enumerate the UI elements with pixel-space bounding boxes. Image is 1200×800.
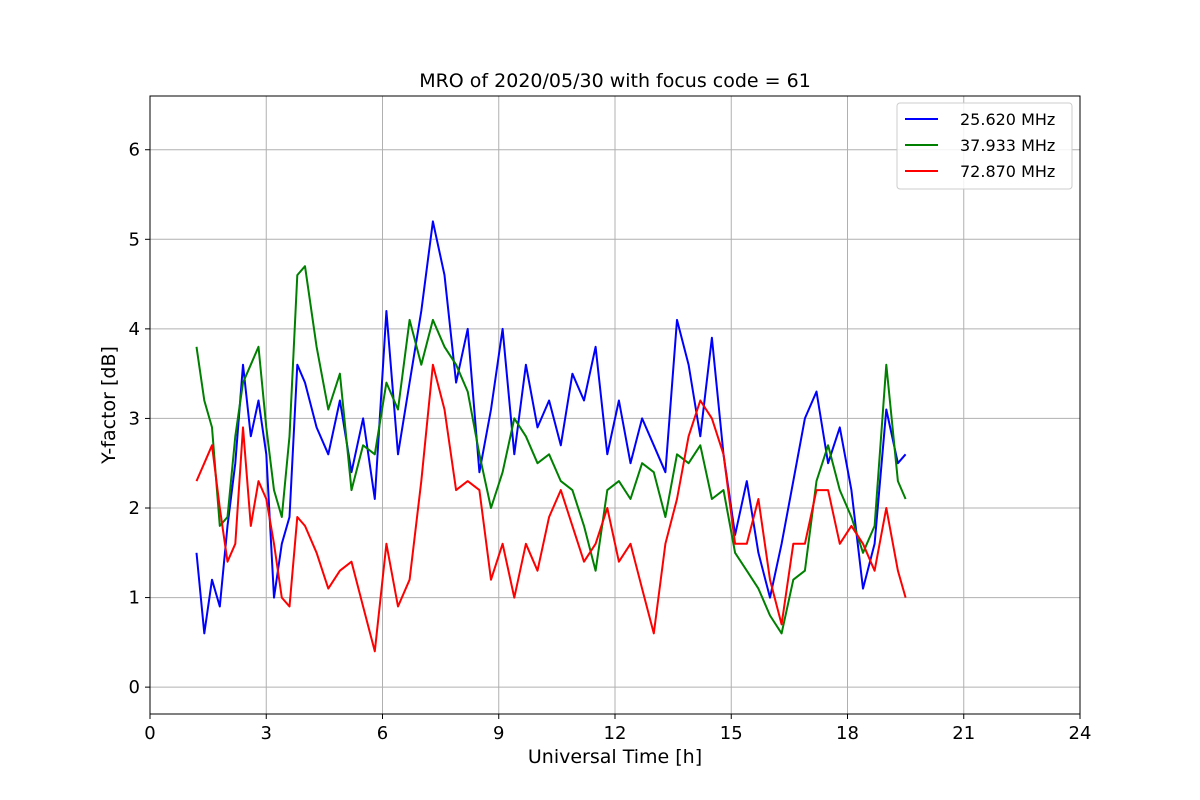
chart-title: MRO of 2020/05/30 with focus code = 61 <box>419 70 811 92</box>
y-axis: 0 1 2 3 4 5 6 <box>129 140 150 698</box>
y-tick-label: 2 <box>129 498 140 519</box>
x-axis-label: Universal Time [h] <box>528 746 702 768</box>
series-line-3 <box>195 363 907 653</box>
y-tick-label: 5 <box>129 229 140 250</box>
x-tick-label: 0 <box>144 723 155 744</box>
legend-label: 37.933 MHz <box>960 136 1055 155</box>
legend: 25.620 MHz 37.933 MHz 72.870 MHz <box>896 102 1073 190</box>
series-layer <box>195 220 907 653</box>
x-tick-label: 12 <box>604 723 627 744</box>
legend-box <box>896 102 1073 190</box>
x-tick-label: 24 <box>1069 723 1092 744</box>
y-tick-label: 6 <box>129 140 140 161</box>
x-tick-label: 6 <box>377 723 388 744</box>
x-axis: 0 3 6 9 12 15 18 21 24 <box>144 714 1091 744</box>
x-tick-label: 18 <box>836 723 859 744</box>
series-line-1 <box>195 220 907 635</box>
legend-label: 25.620 MHz <box>960 110 1055 129</box>
y-tick-label: 1 <box>129 588 140 609</box>
series-line-2 <box>195 265 907 635</box>
y-tick-label: 4 <box>129 319 140 340</box>
legend-label: 72.870 MHz <box>960 162 1055 181</box>
x-tick-label: 15 <box>720 723 743 744</box>
x-tick-label: 3 <box>261 723 272 744</box>
x-tick-label: 9 <box>493 723 504 744</box>
y-axis-label: Y-factor [dB] <box>98 346 120 465</box>
y-tick-label: 3 <box>129 408 140 429</box>
y-tick-label: 0 <box>129 677 140 698</box>
x-tick-label: 21 <box>952 723 975 744</box>
